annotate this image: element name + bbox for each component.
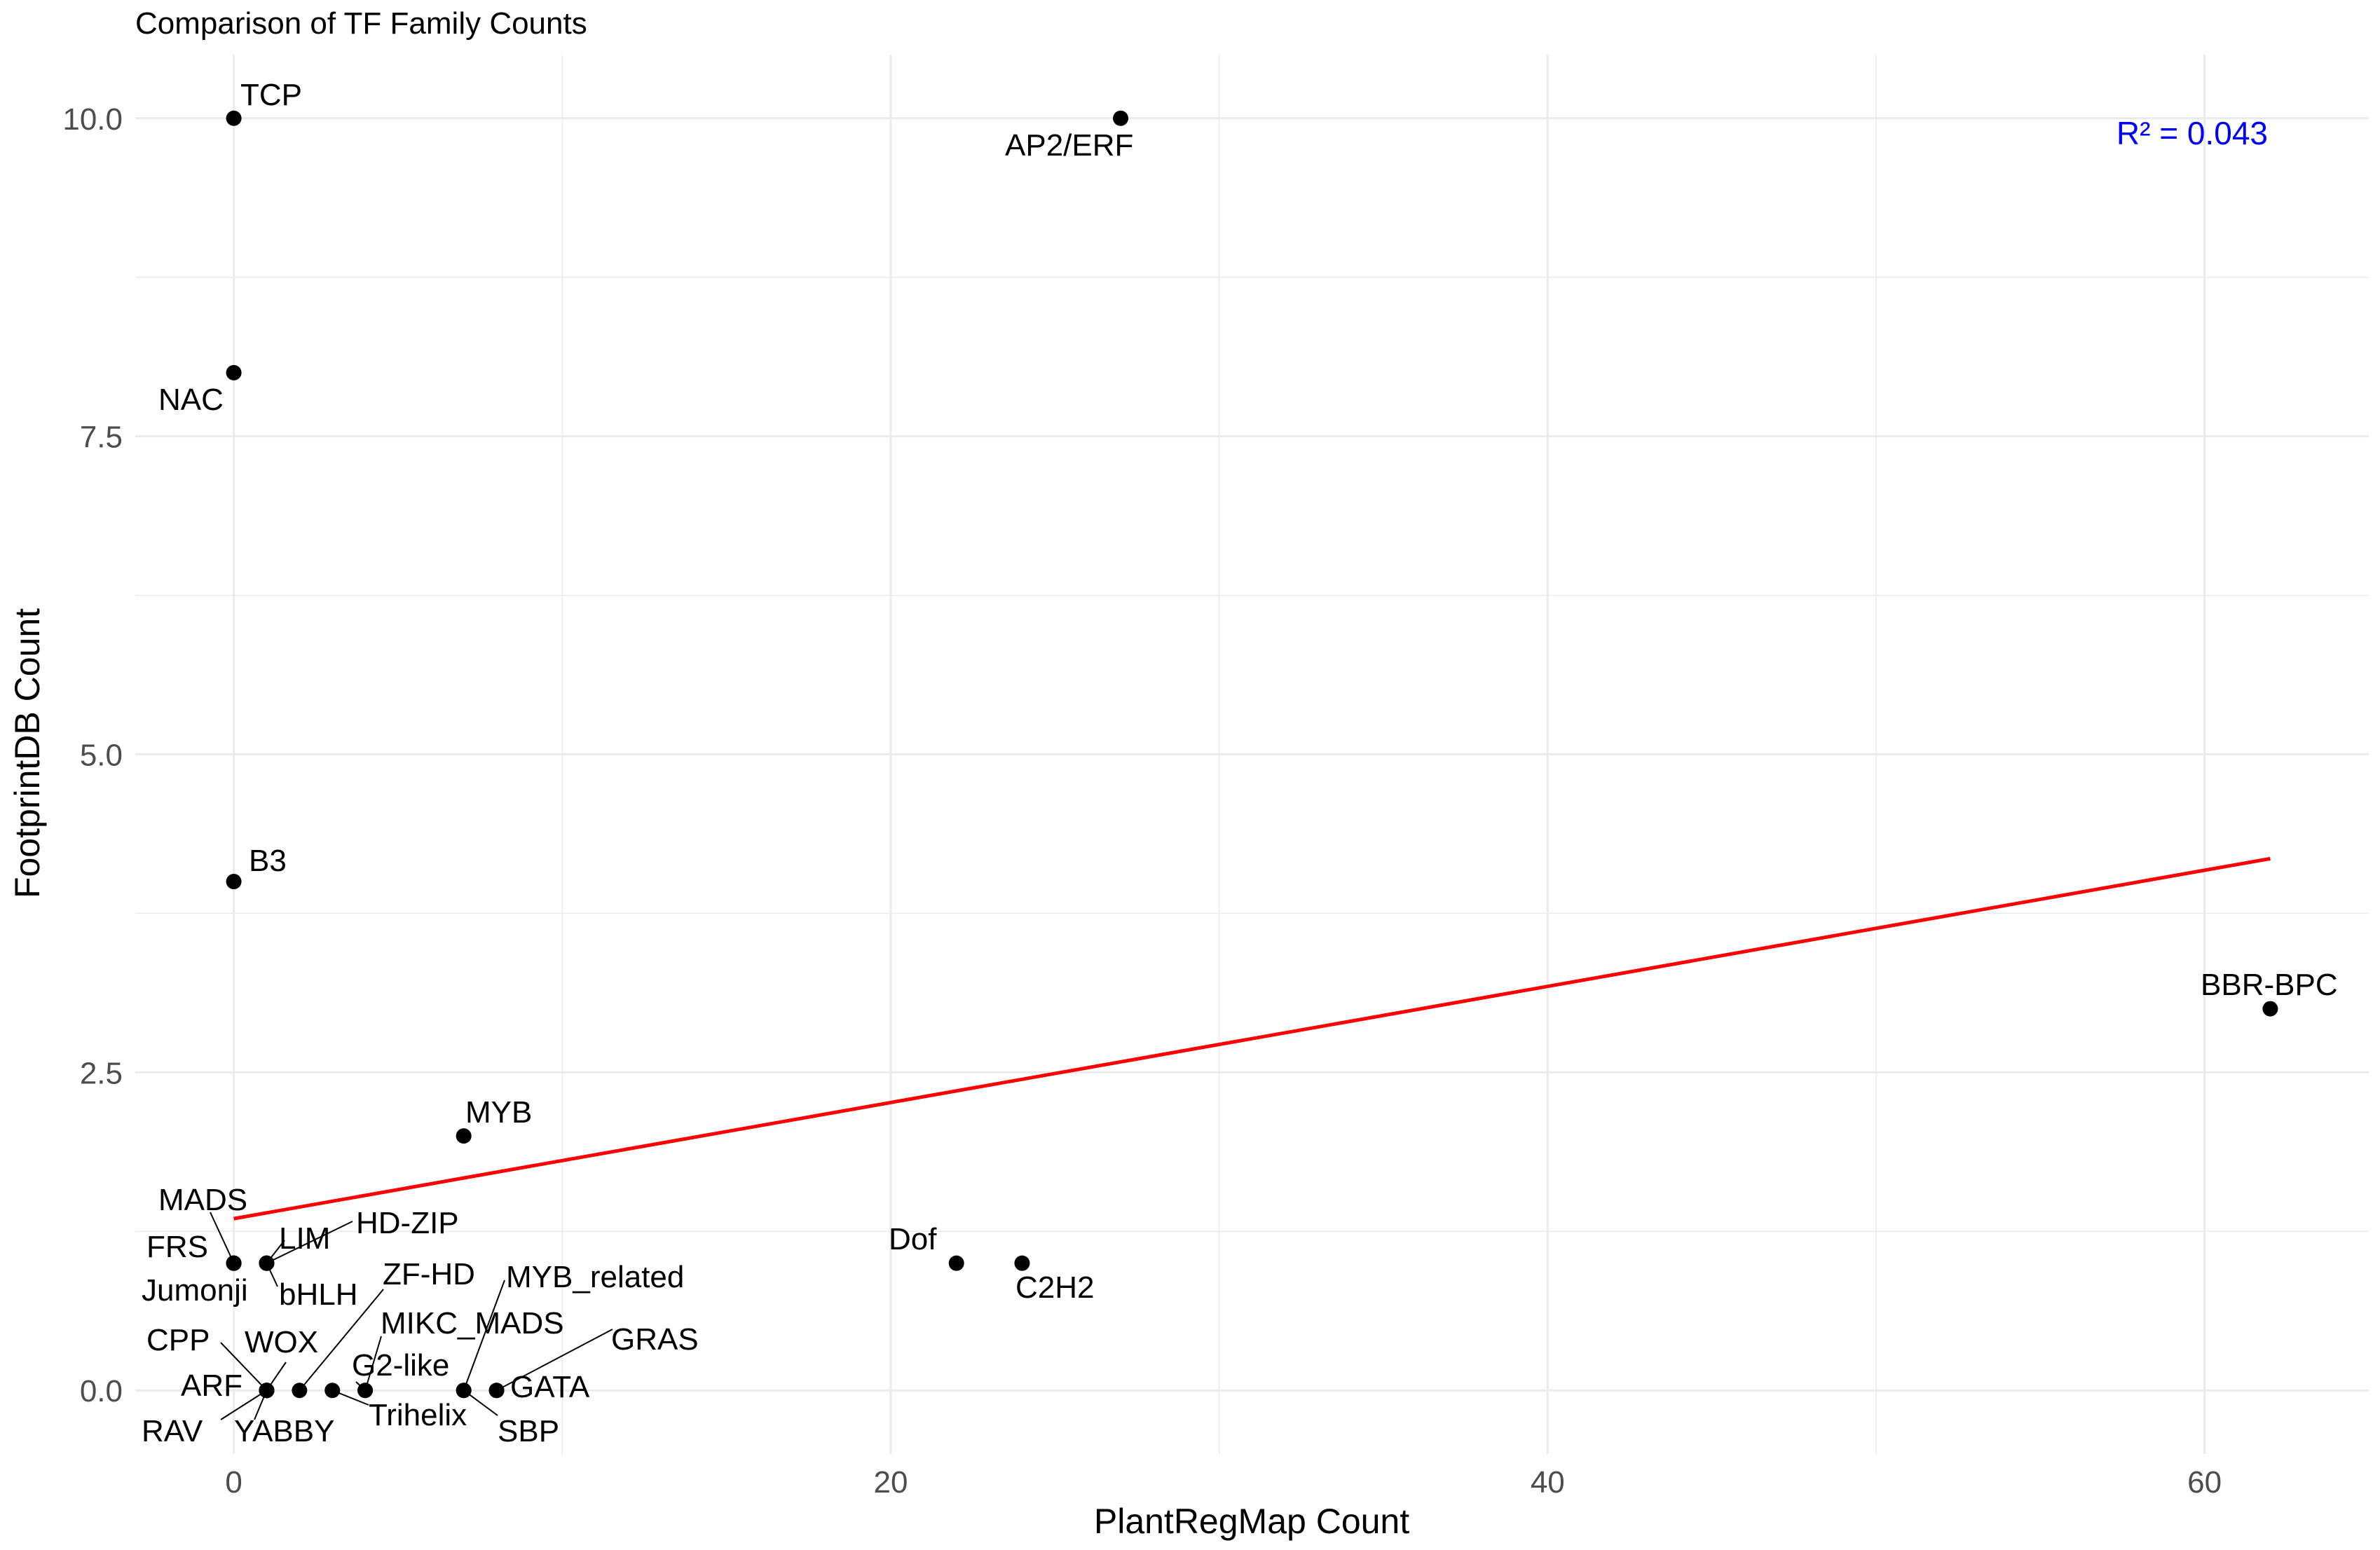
data-label-tcp: TCP xyxy=(240,78,302,112)
data-point-wox xyxy=(259,1383,275,1399)
data-label-hd-zip: HD-ZIP xyxy=(356,1206,459,1240)
data-label-g2-like: G2-like xyxy=(352,1348,449,1383)
data-point-myb xyxy=(456,1128,472,1144)
data-point-nac xyxy=(226,364,242,380)
grid-major xyxy=(135,55,2369,1454)
data-point-bhlh xyxy=(259,1255,275,1271)
data-label-dof: Dof xyxy=(889,1222,937,1256)
data-label-wox: WOX xyxy=(245,1325,318,1359)
regression-line xyxy=(233,856,2271,1221)
r-squared-annotation: R² = 0.043 xyxy=(2116,115,2268,151)
data-label-trihelix: Trihelix xyxy=(369,1398,467,1432)
data-label-gata: GATA xyxy=(510,1370,590,1404)
leader-line xyxy=(364,1336,382,1391)
y-tick-label: 10.0 xyxy=(62,102,123,137)
data-label-mikc-mads: MIKC_MADS xyxy=(381,1306,564,1340)
x-axis-ticks: 0 20 40 60 xyxy=(225,1465,2222,1500)
data-label-mads: MADS xyxy=(158,1183,247,1217)
grid-minor xyxy=(135,55,2369,1454)
data-point-jumonji xyxy=(226,1255,242,1271)
data-label-ap2-erf: AP2/ERF xyxy=(1005,128,1133,163)
leader-line xyxy=(299,1289,384,1391)
data-point-trihelix xyxy=(324,1383,341,1399)
label-leader-lines xyxy=(210,1212,613,1420)
data-point-sbp xyxy=(456,1383,472,1399)
y-tick-label: 0.0 xyxy=(80,1374,123,1408)
data-point-tcp xyxy=(226,110,242,126)
leader-line xyxy=(210,1212,235,1264)
x-axis-title: PlantRegMap Count xyxy=(1094,1502,1409,1541)
leader-line xyxy=(496,1329,613,1392)
regression-line-group xyxy=(233,856,2271,1221)
y-axis-ticks: 0.0 2.5 5.0 7.5 10.0 xyxy=(62,102,123,1408)
data-point-bbr-bpc xyxy=(2262,1001,2278,1017)
data-label-rav: RAV xyxy=(142,1414,203,1448)
chart-title: Comparison of TF Family Counts xyxy=(135,6,587,41)
data-point-c2h2 xyxy=(1014,1255,1030,1271)
x-tick-label: 40 xyxy=(1531,1465,1565,1500)
data-label-myb: MYB xyxy=(465,1095,532,1130)
data-point-dof xyxy=(948,1255,964,1271)
data-point-b3 xyxy=(226,874,242,890)
leader-line xyxy=(266,1221,353,1264)
leader-line xyxy=(463,1280,505,1391)
leader-line xyxy=(220,1390,268,1420)
data-label-sbp: SBP xyxy=(498,1414,559,1448)
data-label-frs: FRS xyxy=(146,1230,208,1264)
data-label-nac: NAC xyxy=(158,383,224,417)
data-points xyxy=(226,110,2278,1399)
x-tick-label: 20 xyxy=(873,1465,908,1500)
y-tick-label: 7.5 xyxy=(80,420,123,455)
data-point-g2-like xyxy=(357,1383,374,1399)
data-label-lim: LIM xyxy=(279,1221,330,1256)
data-label-myb-related: MYB_related xyxy=(506,1260,684,1294)
data-label-jumonji: Jumonji xyxy=(142,1273,248,1308)
data-label-gras: GRAS xyxy=(611,1322,699,1357)
y-tick-label: 5.0 xyxy=(80,739,123,773)
x-tick-label: 0 xyxy=(225,1465,242,1500)
data-label-b3: B3 xyxy=(249,844,287,878)
y-axis-title: FootprintDB Count xyxy=(8,608,47,898)
data-label-cpp: CPP xyxy=(146,1323,210,1357)
data-label-bbr-bpc: BBR-BPC xyxy=(2201,968,2338,1002)
data-point-gras xyxy=(488,1383,505,1399)
data-label-bhlh: bHLH xyxy=(279,1277,358,1312)
data-label-zf-hd: ZF-HD xyxy=(383,1257,475,1291)
data-label-c2h2: C2H2 xyxy=(1015,1270,1095,1305)
data-label-arf: ARF xyxy=(181,1369,242,1403)
leader-line xyxy=(220,1342,268,1391)
data-point-ap2-erf xyxy=(1113,110,1129,126)
data-point-zf-hd xyxy=(292,1383,308,1399)
data-labels: TCP AP2/ERF NAC B3 BBR-BPC MYB Dof C2H2 MADS FRS J… xyxy=(142,78,2338,1448)
y-tick-label: 2.5 xyxy=(80,1056,123,1090)
x-tick-label: 60 xyxy=(2187,1465,2222,1500)
data-label-yabby: YABBY xyxy=(234,1414,334,1448)
